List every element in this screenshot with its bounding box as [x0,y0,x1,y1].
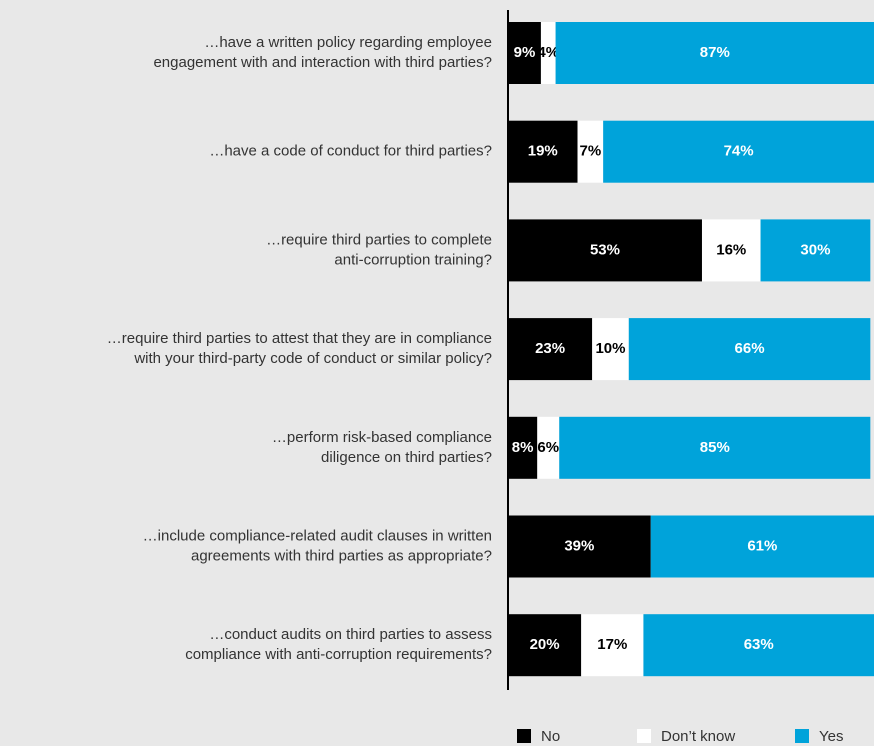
value-label: 66% [735,340,765,357]
bar-segment [603,120,874,183]
bar-segment [577,120,604,183]
value-label: 39% [564,537,594,554]
category-label: diligence on third parties? [321,449,492,466]
bar-segment [643,614,874,677]
value-label: 74% [724,143,754,160]
bar-segment [508,120,578,183]
bar-segment [508,219,702,282]
value-label: 61% [747,537,777,554]
value-label: 30% [800,241,830,258]
category-label: …require third parties to attest that th… [107,330,492,347]
bar-segment [555,22,874,84]
category-label: engagement with and interaction with thi… [153,54,492,71]
value-label: 7% [580,143,602,160]
value-label: 87% [700,44,730,61]
value-label: 53% [590,241,620,258]
category-label: …require third parties to complete [266,231,492,248]
bar-segment [508,614,582,677]
legend-label: Don’t know [661,728,735,745]
category-label: …have a written policy regarding employe… [204,34,492,51]
category-label: with your third-party code of conduct or… [133,350,492,367]
value-label: 6% [537,439,559,456]
category-label: anti-corruption training? [334,251,492,268]
bar-segment [650,515,874,578]
value-label: 23% [535,340,565,357]
value-label: 4% [537,44,559,61]
bar-segment [508,416,538,479]
value-label: 17% [597,636,627,653]
bar-segment [537,416,560,479]
legend-swatch [517,729,531,743]
bar-segment [508,515,651,578]
value-label: 9% [514,44,536,61]
value-label: 16% [716,241,746,258]
bar-segment [701,219,761,282]
legend-label: Yes [819,728,843,745]
category-label: …include compliance-related audit clause… [143,527,492,544]
category-label: …perform risk-based compliance [272,429,492,446]
category-label: …have a code of conduct for third partie… [209,143,492,160]
bar-segment [559,416,871,479]
value-label: 20% [530,636,560,653]
bar-segment [508,22,541,84]
bar-segment [540,22,556,84]
legend-swatch [795,729,809,743]
bar-segment [628,318,871,381]
category-label: compliance with anti-corruption requirem… [185,646,492,663]
legend-swatch [637,729,651,743]
bar-segment [760,219,871,282]
value-label: 19% [528,143,558,160]
bar-segment [581,614,644,677]
bar-segment [592,318,629,381]
legend-label: No [541,728,560,745]
value-label: 10% [595,340,625,357]
category-label: …conduct audits on third parties to asse… [209,626,492,643]
value-label: 63% [744,636,774,653]
bar-segment [508,318,593,381]
value-label: 8% [512,439,534,456]
category-label: agreements with third parties as appropr… [191,547,492,564]
value-label: 85% [700,439,730,456]
